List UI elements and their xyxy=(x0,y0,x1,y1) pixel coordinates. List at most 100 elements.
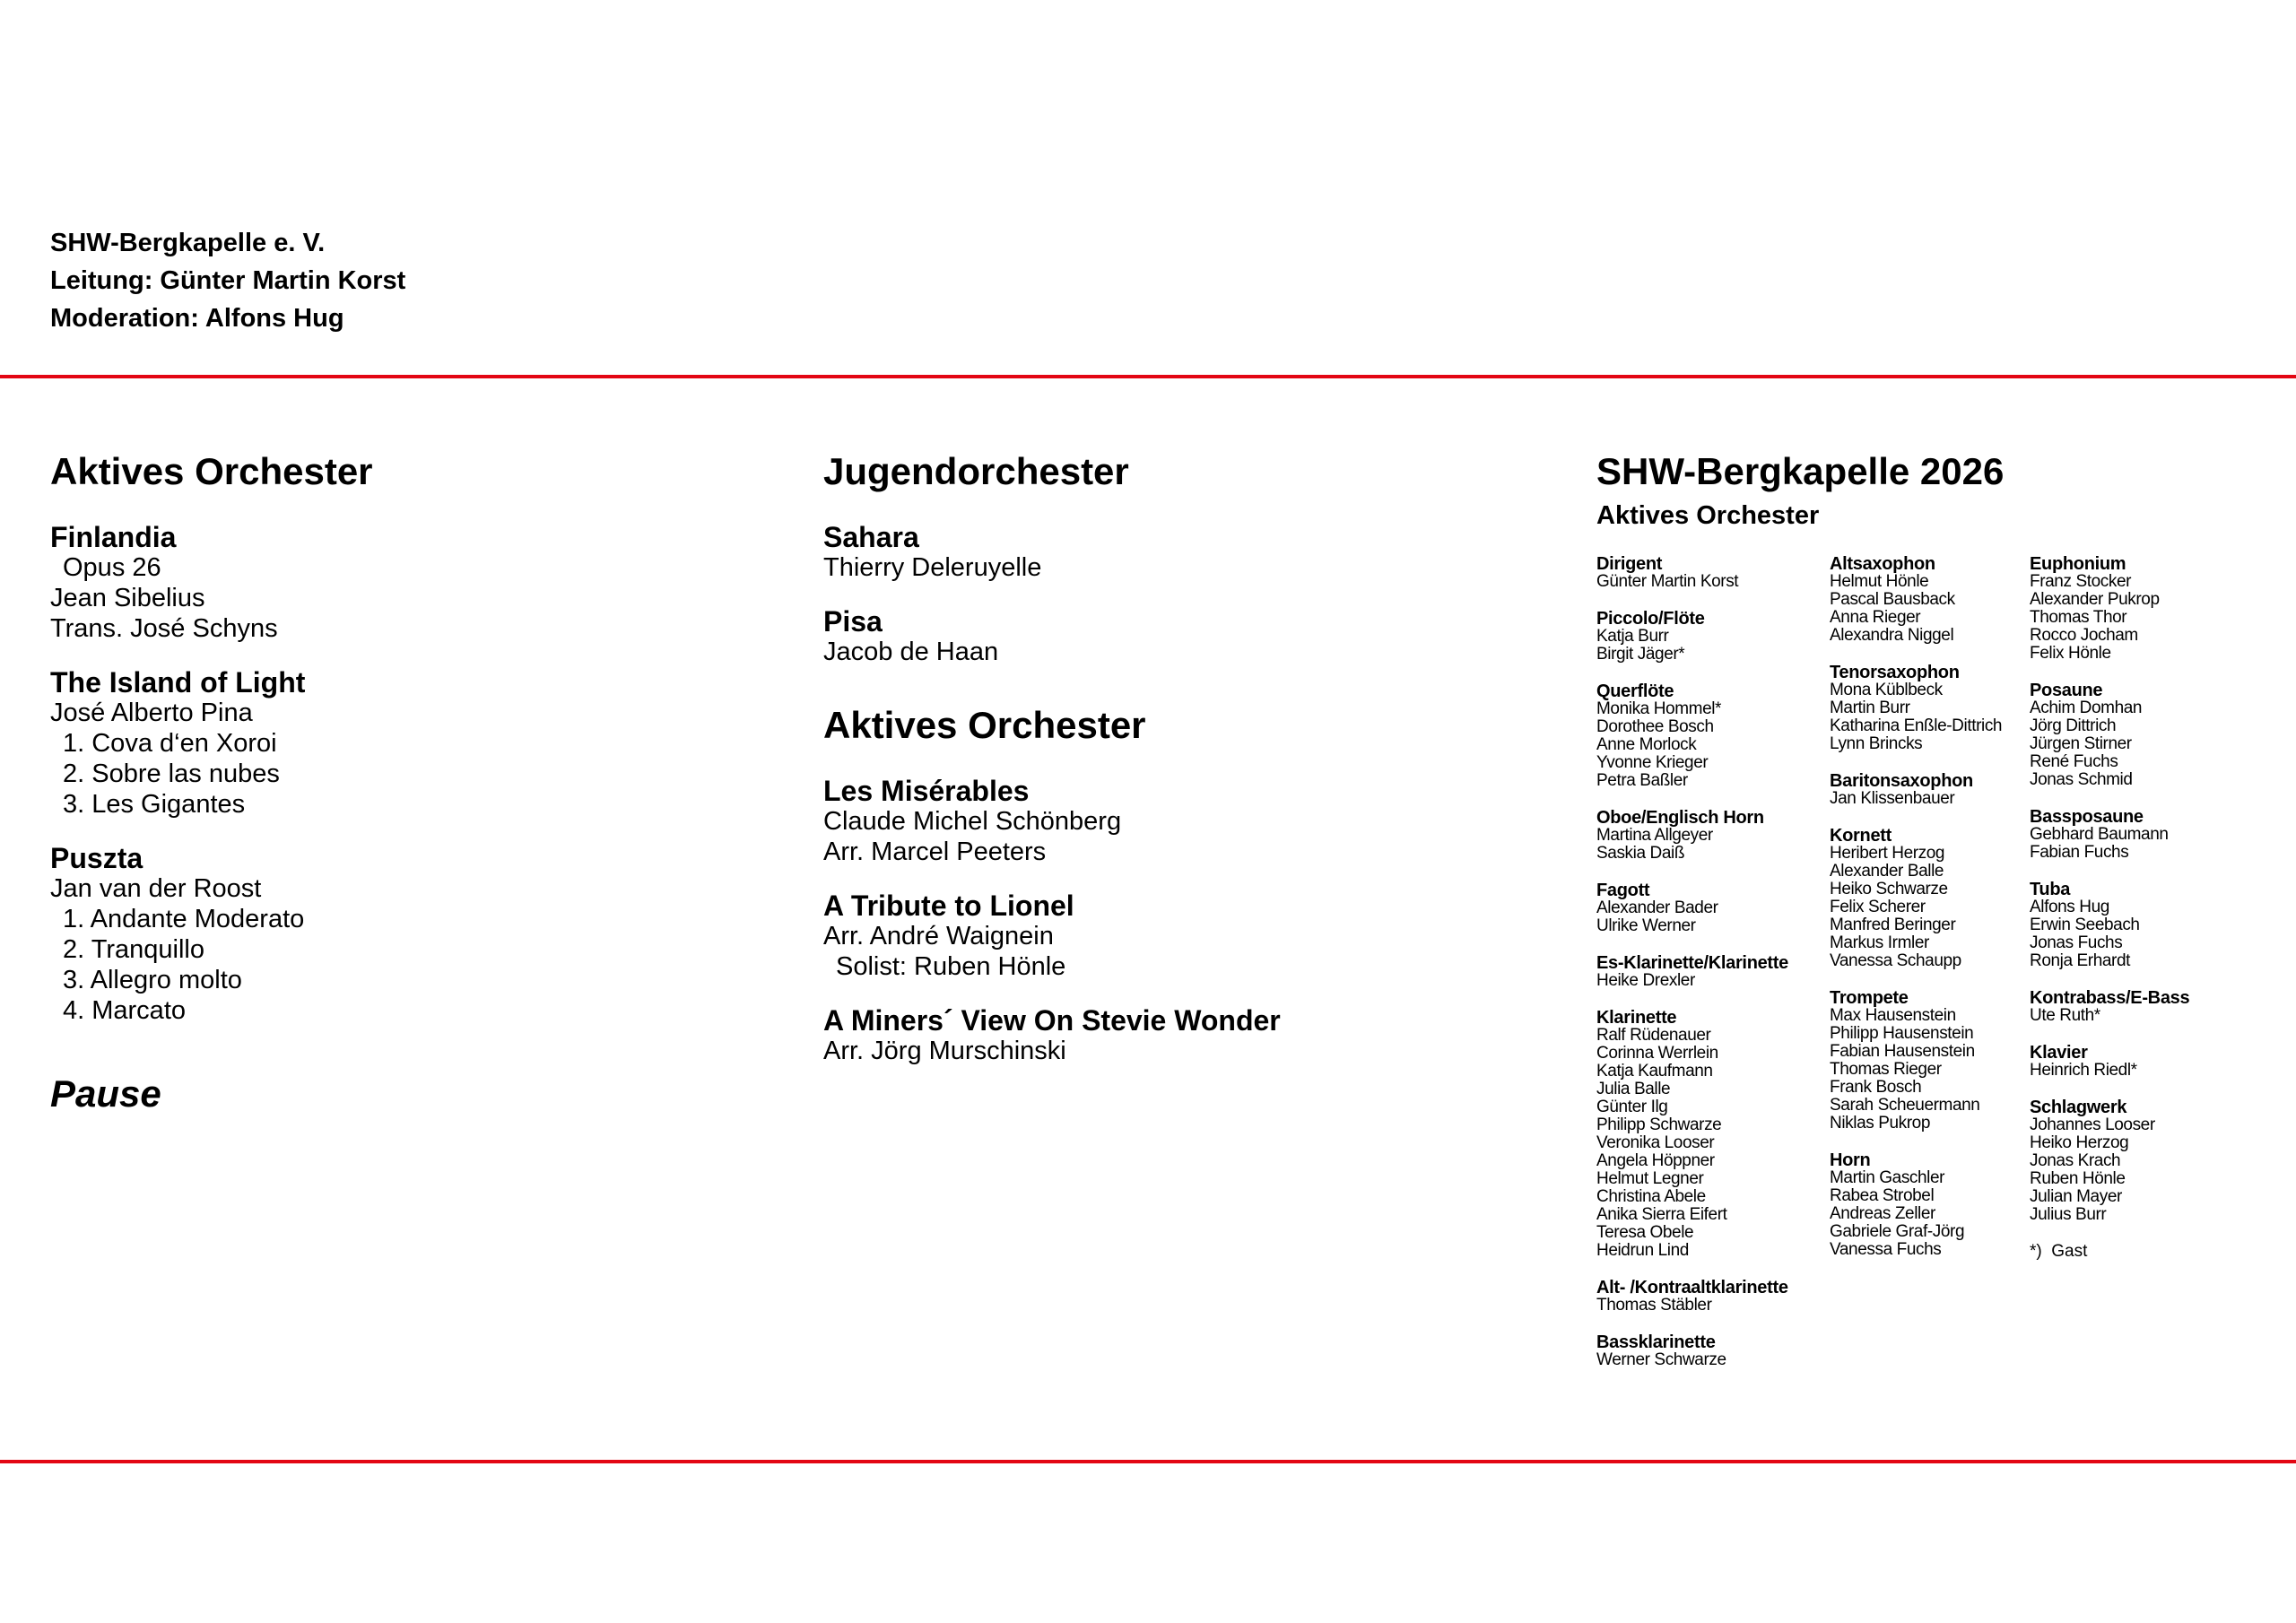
musician-name: Philipp Schwarze xyxy=(1596,1115,1722,1134)
roster-columns: Dirigent Günter Martin Korst Piccolo/Flöte… xyxy=(1596,555,2190,1407)
musician-name: Vanessa Fuchs xyxy=(1830,1240,1942,1259)
musician-name: Lynn Brincks xyxy=(1830,734,1923,753)
musician-name: Birgit Jäger* xyxy=(1596,645,1685,664)
piece-detail: Arr. Jörg Murschinski xyxy=(823,1037,1066,1065)
piece-title: Puszta xyxy=(50,842,144,874)
musician-name: Heinrich Riedl* xyxy=(2030,1061,2137,1080)
piece-detail: 1. Andante Moderato xyxy=(63,905,305,933)
musician-name: Katja Burr xyxy=(1596,627,1669,646)
musician-name: Andreas Zeller xyxy=(1830,1204,1935,1223)
musician-name: Sarah Scheuermann xyxy=(1830,1096,1980,1115)
musician-name: Corinna Werrlein xyxy=(1596,1044,1718,1063)
instrument-name: Tuba xyxy=(2030,880,2071,899)
musician-name: Alfons Hug xyxy=(2030,898,2109,916)
instrument-group: Baritonsaxophon Jan Klissenbauer xyxy=(1830,772,2002,808)
instrument-group: Horn Martin Gaschler Rabea Strobel Andreas … xyxy=(1830,1151,2002,1259)
instrument-group: Schlagwerk Johannes Looser Heiko Herzog Jon… xyxy=(2030,1098,2189,1224)
instrument-name: Fagott xyxy=(1596,881,1650,900)
instrument-group: Piccolo/Flöte Katja Burr Birgit Jäger* xyxy=(1596,610,1788,664)
program-part-2: Jugendorchester Sahara Thierry Deleruyell… xyxy=(823,449,1281,1066)
piece-detail: 4. Marcato xyxy=(63,996,186,1025)
musician-name: Pascal Bausback xyxy=(1830,590,1955,609)
piece-detail: Jan van der Roost xyxy=(50,874,262,903)
musician-name: Julia Balle xyxy=(1596,1080,1671,1098)
musician-name: Frank Bosch xyxy=(1830,1078,1922,1097)
program-piece: The Island of Light José Alberto Pina 1. C… xyxy=(50,667,373,820)
roster-column: Dirigent Günter Martin Korst Piccolo/Flöte… xyxy=(1596,555,1788,1369)
piece-detail: Jean Sibelius xyxy=(50,584,205,612)
program-piece: Les Misérables Claude Michel Schönberg Arr… xyxy=(823,776,1281,867)
musician-name: Erwin Seebach xyxy=(2030,916,2140,934)
instrument-group: Trompete Max Hausenstein Philipp Hausenste… xyxy=(1830,989,2002,1133)
piece-detail: Trans. José Schyns xyxy=(50,614,278,643)
musician-name: Niklas Pukrop xyxy=(1830,1114,1931,1133)
instrument-group: Euphonium Franz Stocker Alexander Pukrop Th… xyxy=(2030,555,2189,663)
musician-name: Jürgen Stirner xyxy=(2030,734,2132,753)
musician-name: Heike Drexler xyxy=(1596,971,1695,990)
musician-name: Angela Höppner xyxy=(1596,1151,1715,1170)
piece-detail: José Alberto Pina xyxy=(50,699,253,727)
musician-name: Günter Martin Korst xyxy=(1596,572,1739,591)
top-divider xyxy=(0,375,2296,378)
piece-detail: Arr. André Waignein xyxy=(823,922,1054,950)
instrument-name: Horn xyxy=(1830,1150,1871,1170)
instrument-group: Oboe/Englisch Horn Martina Allgeyer Saskia… xyxy=(1596,809,1788,863)
piece-detail: 3. Allegro molto xyxy=(63,966,242,994)
band-name: SHW-Bergkapelle e. V. xyxy=(50,229,326,257)
musician-name: Yvonne Krieger xyxy=(1596,753,1709,772)
musician-name: Martin Burr xyxy=(1830,699,1910,717)
instrument-name: Bassposaune xyxy=(2030,807,2144,827)
piece-title: Pisa xyxy=(823,605,883,638)
musician-name: Jonas Schmid xyxy=(2030,770,2133,789)
musician-name: Petra Baßler xyxy=(1596,771,1688,790)
musician-name: René Fuchs xyxy=(2030,752,2118,771)
musician-name: Monika Hommel* xyxy=(1596,699,1722,718)
musician-name: Thomas Stäbler xyxy=(1596,1296,1712,1315)
instrument-group: Fagott Alexander Bader Ulrike Werner xyxy=(1596,881,1788,935)
roster-heading: SHW-Bergkapelle 2026 xyxy=(1596,450,2005,492)
musician-name: Markus Irmler xyxy=(1830,933,1929,952)
musician-name: Alexander Balle xyxy=(1830,862,1944,881)
musician-name: Franz Stocker xyxy=(2030,572,2132,591)
instrument-name: Posaune xyxy=(2030,681,2103,700)
musician-name: Heidrun Lind xyxy=(1596,1241,1689,1260)
musician-name: Werner Schwarze xyxy=(1596,1350,1726,1369)
musician-name: Saskia Daiß xyxy=(1596,844,1685,863)
musician-name: Jan Klissenbauer xyxy=(1830,789,1955,808)
instrument-name: Kornett xyxy=(1830,826,1892,846)
musician-name: Julian Mayer xyxy=(2030,1187,2122,1206)
musician-name: Alexander Bader xyxy=(1596,898,1718,917)
orchestra-roster: SHW-Bergkapelle 2026 Aktives Orchester D… xyxy=(1596,449,2190,1407)
section-heading: Jugendorchester xyxy=(823,450,1129,492)
header: SHW-Bergkapelle e. V. Leitung: Günter Ma… xyxy=(50,224,405,337)
instrument-group: Kontrabass/E-Bass Ute Ruth* xyxy=(2030,989,2190,1025)
instrument-group: Kornett Heribert Herzog Alexander Balle Hei… xyxy=(1830,827,2002,970)
musician-name: Thomas Thor xyxy=(2030,608,2127,627)
piece-detail: Jacob de Haan xyxy=(823,638,999,666)
roster-column: Euphonium Franz Stocker Alexander Pukrop Th… xyxy=(2030,555,2190,1261)
musician-name: Ronja Erhardt xyxy=(2030,951,2131,970)
musician-name: Thomas Rieger xyxy=(1830,1060,1942,1079)
piece-detail: 1. Cova d‘en Xoroi xyxy=(63,729,277,758)
musician-name: Rocco Jocham xyxy=(2030,626,2138,645)
instrument-name: Euphonium xyxy=(2030,554,2126,574)
musician-name: Jonas Krach xyxy=(2030,1151,2121,1170)
musician-name: Alexandra Niggel xyxy=(1830,626,1954,645)
piece-detail: Opus 26 xyxy=(63,553,161,582)
musician-name: Helmut Hönle xyxy=(1830,572,1929,591)
musician-name: Achim Domhan xyxy=(2030,699,2143,717)
musician-name: Heiko Herzog xyxy=(2030,1133,2129,1152)
conductor: Leitung: Günter Martin Korst xyxy=(50,266,406,295)
instrument-group: Bassposaune Gebhard Baumann Fabian Fuchs xyxy=(2030,808,2189,862)
musician-name: Fabian Hausenstein xyxy=(1830,1042,1975,1061)
musician-name: Helmut Legner xyxy=(1596,1169,1704,1188)
instrument-group: Alt- /Kontraaltklarinette Thomas Stäbler xyxy=(1596,1279,1788,1315)
instrument-group: Klarinette Ralf Rüdenauer Corinna Werrlein… xyxy=(1596,1009,1788,1260)
roster-column: Altsaxophon Helmut Hönle Pascal Bausback An… xyxy=(1830,555,2002,1259)
guest-footnote: *) Gast xyxy=(2030,1242,2088,1261)
moderator: Moderation: Alfons Hug xyxy=(50,304,344,333)
musician-name: Anika Sierra Eifert xyxy=(1596,1205,1727,1224)
instrument-group: Dirigent Günter Martin Korst xyxy=(1596,555,1788,591)
piece-detail: 2. Tranquillo xyxy=(63,935,204,964)
instrument-name: Dirigent xyxy=(1596,554,1663,574)
